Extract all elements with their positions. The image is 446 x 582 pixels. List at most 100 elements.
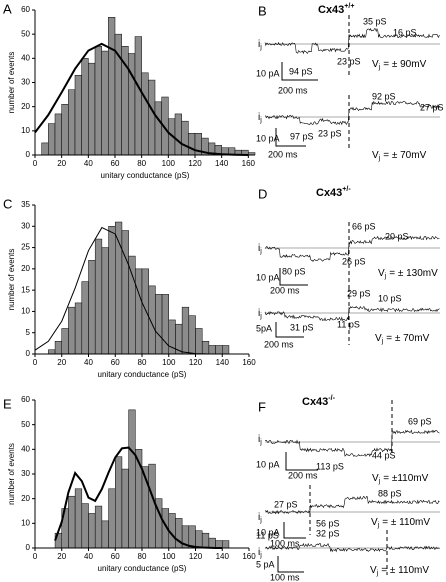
bar <box>61 328 69 355</box>
conductance-label: 32 pS <box>316 528 340 538</box>
current-label: ij <box>258 512 262 525</box>
x-tick-label: 100 <box>162 159 176 168</box>
conductance-label: 26 pS <box>342 256 366 266</box>
bar <box>108 17 116 156</box>
bar <box>81 58 89 156</box>
current-label-symbol: i <box>258 243 260 254</box>
bar <box>61 104 69 156</box>
y-tick-label: 20 <box>21 102 30 111</box>
genotype-superscript: +/- <box>342 186 351 193</box>
conductance-label: 16 pS <box>393 27 417 37</box>
time-scale: 200 ms <box>264 339 294 349</box>
scale-bar <box>279 268 308 286</box>
x-axis-label: unitary conductance (pS) <box>98 370 187 379</box>
bar <box>174 113 182 156</box>
current-scale: 10 pA <box>256 527 280 537</box>
bar <box>88 513 96 549</box>
time-scale: 100 ms <box>270 538 300 548</box>
voltage-label-symbol: V <box>370 565 377 576</box>
bar <box>128 409 136 549</box>
bar <box>121 230 129 355</box>
conductance-label: 11 pS <box>256 530 279 540</box>
x-tick-label: 140 <box>216 552 230 561</box>
genotype-title: Cx43-/- <box>302 395 336 408</box>
bar <box>222 540 230 549</box>
bar <box>195 328 203 355</box>
x-tick-label: 0 <box>33 159 38 168</box>
panel-label: F <box>258 399 266 414</box>
bar <box>68 495 76 549</box>
voltage-label-subscript: j <box>378 478 381 485</box>
x-tick-label: 160 <box>242 552 256 561</box>
panel-label: B <box>258 3 267 18</box>
current-scale: 5 pA <box>256 559 275 569</box>
y-tick-label: 10 <box>21 307 30 316</box>
voltage-label: Vj = ± 90mV <box>372 59 427 72</box>
voltage-label: Vj = ± 70mV <box>372 150 427 163</box>
bar <box>215 540 223 549</box>
current-label-symbol: i <box>258 434 260 445</box>
voltage-label-value: = ± 90mV <box>383 59 426 70</box>
current-label: ij <box>258 39 262 52</box>
bar <box>94 46 102 156</box>
bar <box>68 89 76 156</box>
bar <box>188 525 196 549</box>
current-scale: 5pA <box>256 323 272 333</box>
x-tick-label: 80 <box>138 358 147 367</box>
conductance-label: 56 pS <box>316 518 340 528</box>
genotype-superscript: -/- <box>328 395 335 402</box>
bar <box>68 306 76 355</box>
scale-bar <box>275 128 306 147</box>
bar <box>141 268 149 355</box>
y-tick-label: 40 <box>21 53 30 62</box>
y-tick-label: 25 <box>21 243 30 252</box>
voltage-label: Vj = ± 110mV <box>371 517 430 530</box>
y-tick-label: 20 <box>21 264 30 273</box>
conductance-label: 94 pS <box>289 66 313 76</box>
x-tick-label: 40 <box>84 552 93 561</box>
panel-label: E <box>3 396 12 411</box>
bar <box>48 349 56 355</box>
time-scale: 100 ms <box>270 572 300 582</box>
y-tick-label: 5 <box>26 328 31 337</box>
bar <box>195 530 203 549</box>
bar <box>88 62 96 156</box>
x-tick-label: 40 <box>84 358 93 367</box>
current-label-subscript: j <box>259 44 262 51</box>
bar <box>121 468 129 549</box>
current-scale: 10 pA <box>256 272 280 282</box>
y-tick-label: 50 <box>21 29 30 38</box>
y-tick-label: 60 <box>21 5 30 14</box>
current-label-subscript: j <box>259 117 262 124</box>
x-tick-label: 120 <box>188 159 202 168</box>
bar <box>222 345 230 355</box>
y-axis-label: number of events <box>7 443 16 505</box>
y-tick-label: 30 <box>21 469 30 478</box>
genotype-name: Cx43 <box>302 396 328 408</box>
voltage-label-symbol: V <box>378 268 385 279</box>
current-trace <box>265 429 440 457</box>
current-trace <box>264 495 440 515</box>
voltage-label-subscript: j <box>384 273 387 280</box>
x-axis-label: unitary conductance (pS) <box>98 564 187 573</box>
x-tick-label: 120 <box>189 552 203 561</box>
current-label-symbol: i <box>258 39 260 50</box>
conductance-label: 88 pS <box>378 488 402 498</box>
conductance-label: 44 pS <box>372 450 396 460</box>
bar <box>181 306 190 355</box>
scale-bar <box>281 62 318 81</box>
bar <box>94 505 103 549</box>
voltage-label-subscript: j <box>378 64 381 71</box>
conductance-label: 31 pS <box>290 322 314 332</box>
x-tick-label: 120 <box>189 358 203 367</box>
scale-bar <box>277 556 304 573</box>
panel-label: C <box>3 196 12 211</box>
bar <box>208 345 216 355</box>
bar <box>135 268 143 355</box>
x-tick-label: 0 <box>33 552 38 561</box>
conductance-label: 11 pS <box>337 319 360 329</box>
time-scale: 200 ms <box>268 149 298 159</box>
x-axis-label: unitary conductance (pS) <box>101 171 190 180</box>
y-tick-label: 35 <box>21 200 30 209</box>
bar <box>101 50 109 156</box>
